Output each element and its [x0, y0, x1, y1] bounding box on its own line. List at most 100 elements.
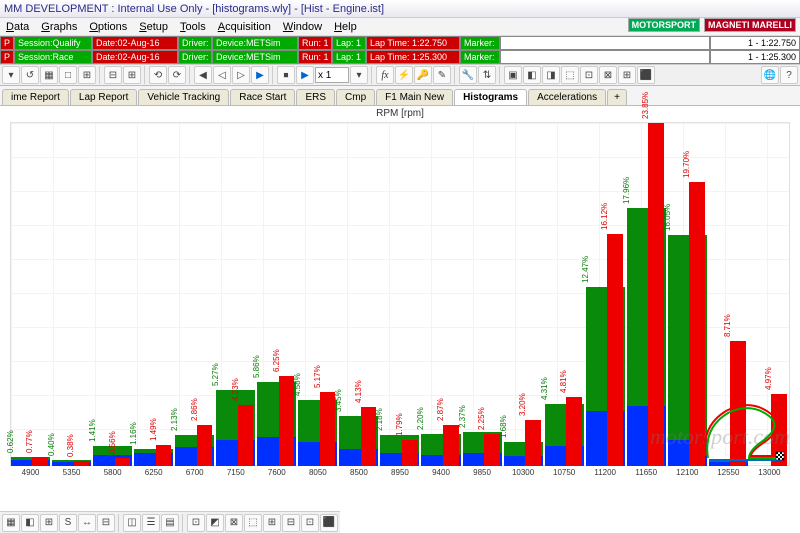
histogram-column: 4.31%4.81% — [545, 122, 584, 466]
toolbar-button[interactable]: ▶ — [251, 66, 269, 84]
toolbar-button[interactable]: ⬛ — [637, 66, 655, 84]
toolbar-button[interactable]: ⊟ — [104, 66, 122, 84]
tab-ers[interactable]: ERS — [296, 89, 335, 105]
bottom-toolbar: ▦◧⊞S↔⊟◫☰▤⊡◩⊠⬚⊞⊟⊡⬛ — [0, 511, 340, 533]
tab-accelerations[interactable]: Accelerations — [528, 89, 606, 105]
session-row-0[interactable]: PSession:QualifyDate:02-Aug-16Driver:Dev… — [0, 36, 800, 50]
bottom-toolbar-button[interactable]: ⊟ — [282, 514, 300, 532]
bar-label-red: 2.86% — [190, 398, 199, 421]
toolbar-button[interactable]: ? — [780, 66, 798, 84]
bar-label-green: 4.58% — [293, 373, 302, 396]
bar-label-red: 1.79% — [395, 414, 404, 437]
bottom-toolbar-button[interactable]: ⊠ — [225, 514, 243, 532]
bottom-toolbar-button[interactable]: ⊞ — [263, 514, 281, 532]
session-cell: Lap: 1 — [332, 36, 366, 50]
x-tick: 6700 — [174, 468, 215, 482]
histogram-column: 8.71% — [709, 122, 748, 466]
tab-lap-report[interactable]: Lap Report — [70, 89, 137, 105]
bar-label-green: 4.31% — [540, 377, 549, 400]
toolbar-button[interactable]: ▷ — [232, 66, 250, 84]
toolbar-button[interactable]: ▣ — [504, 66, 522, 84]
menu-setup[interactable]: Setup — [139, 21, 168, 33]
tab-f1-main-new[interactable]: F1 Main New — [376, 89, 453, 105]
toolbar-button[interactable]: ⚡ — [395, 66, 413, 84]
toolbar-button[interactable]: ⊞ — [123, 66, 141, 84]
bottom-toolbar-button[interactable]: ☰ — [142, 514, 160, 532]
toolbar-button[interactable]: ↺ — [21, 66, 39, 84]
tab-cmp[interactable]: Cmp — [336, 89, 375, 105]
tab-ime-report[interactable]: ime Report — [2, 89, 69, 105]
bar-label-red: 1.49% — [149, 418, 158, 441]
window-title: MM DEVELOPMENT : Internal Use Only - [hi… — [4, 3, 384, 15]
bottom-toolbar-button[interactable]: ▦ — [2, 514, 20, 532]
bottom-toolbar-button[interactable]: ▤ — [161, 514, 179, 532]
x-tick: 4900 — [10, 468, 51, 482]
tab-race-start[interactable]: Race Start — [230, 89, 295, 105]
toolbar-button[interactable]: 🔧 — [459, 66, 477, 84]
toolbar-button[interactable]: ⬚ — [561, 66, 579, 84]
bottom-toolbar-button[interactable]: ◧ — [21, 514, 39, 532]
main-toolbar: ▾↺▦□⊞⊟⊞⟲⟳◀◁▷▶⏹▶x 1▾fx⚡🔑✎🔧⇅▣◧◨⬚⊡⊠⊞⬛🌐? — [0, 64, 800, 86]
session-cell: Device:METSim — [212, 50, 298, 64]
session-cell: P — [0, 36, 14, 50]
bottom-toolbar-button[interactable]: ↔ — [78, 514, 96, 532]
toolbar-button[interactable]: 🌐 — [761, 66, 779, 84]
bottom-toolbar-button[interactable]: S — [59, 514, 77, 532]
menu-graphs[interactable]: Graphs — [41, 21, 77, 33]
bottom-toolbar-button[interactable]: ⊟ — [97, 514, 115, 532]
toolbar-button[interactable]: ▾ — [2, 66, 20, 84]
toolbar-button[interactable]: ⊞ — [618, 66, 636, 84]
tab-add[interactable]: + — [607, 89, 627, 105]
watermark: motorsport.com — [650, 424, 790, 450]
toolbar-button[interactable]: ⟲ — [149, 66, 167, 84]
toolbar-button[interactable]: ⊡ — [580, 66, 598, 84]
bottom-toolbar-button[interactable]: ⊡ — [301, 514, 319, 532]
toolbar-button[interactable]: ✎ — [433, 66, 451, 84]
histogram-bars: 0.62%0.77%0.40%0.38%1.41%0.56%1.16%1.49%… — [10, 122, 790, 466]
bar-label-green: 1.16% — [129, 423, 138, 446]
toolbar-button[interactable]: □ — [59, 66, 77, 84]
bar-label-green: 12.47% — [581, 255, 590, 282]
bar-label-green: 1.68% — [499, 415, 508, 438]
menu-acquisition[interactable]: Acquisition — [218, 21, 271, 33]
menu-options[interactable]: Options — [89, 21, 127, 33]
bottom-toolbar-button[interactable]: ⊞ — [40, 514, 58, 532]
x-tick: 6250 — [133, 468, 174, 482]
bottom-toolbar-button[interactable]: ⊡ — [187, 514, 205, 532]
toolbar-button[interactable]: ◨ — [542, 66, 560, 84]
toolbar-button[interactable]: ⇅ — [478, 66, 496, 84]
toolbar-button[interactable]: ▶ — [296, 66, 314, 84]
menu-data[interactable]: Data — [6, 21, 29, 33]
bar-label-red: 4.97% — [764, 368, 773, 391]
bar-label-red: 6.25% — [272, 349, 281, 372]
session-cell: Run: 1 — [298, 50, 332, 64]
playback-speed[interactable]: x 1 — [315, 67, 349, 83]
toolbar-button[interactable]: ▦ — [40, 66, 58, 84]
toolbar-button[interactable]: ⊞ — [78, 66, 96, 84]
toolbar-button[interactable]: ⏹ — [277, 66, 295, 84]
bar-label-green: 0.40% — [47, 434, 56, 457]
menu-window[interactable]: Window — [283, 21, 322, 33]
menu-help[interactable]: Help — [334, 21, 357, 33]
toolbar-button[interactable]: 🔑 — [414, 66, 432, 84]
bottom-toolbar-button[interactable]: ◫ — [123, 514, 141, 532]
tab-vehicle-tracking[interactable]: Vehicle Tracking — [138, 89, 229, 105]
toolbar-button[interactable]: fx — [376, 66, 394, 84]
chart-title: RPM [rpm] — [0, 108, 800, 119]
toolbar-button[interactable]: ◁ — [213, 66, 231, 84]
bottom-toolbar-button[interactable]: ⬛ — [320, 514, 338, 532]
bottom-toolbar-button[interactable]: ⬚ — [244, 514, 262, 532]
menu-tools[interactable]: Tools — [180, 21, 206, 33]
session-row-1[interactable]: PSession:RaceDate:02-Aug-16Driver:Device… — [0, 50, 800, 64]
session-cell: Lap Time: 1:25.300 — [366, 50, 460, 64]
toolbar-button[interactable]: ▾ — [350, 66, 368, 84]
tab-histograms[interactable]: Histograms — [454, 89, 527, 105]
histogram-column: 16.05%19.70% — [668, 122, 707, 466]
toolbar-button[interactable]: ⟳ — [168, 66, 186, 84]
session-cell — [500, 50, 710, 64]
toolbar-button[interactable]: ⊠ — [599, 66, 617, 84]
bottom-toolbar-button[interactable]: ◩ — [206, 514, 224, 532]
toolbar-button[interactable]: ◀ — [194, 66, 212, 84]
tab-strip: ime ReportLap ReportVehicle TrackingRace… — [0, 86, 800, 106]
toolbar-button[interactable]: ◧ — [523, 66, 541, 84]
